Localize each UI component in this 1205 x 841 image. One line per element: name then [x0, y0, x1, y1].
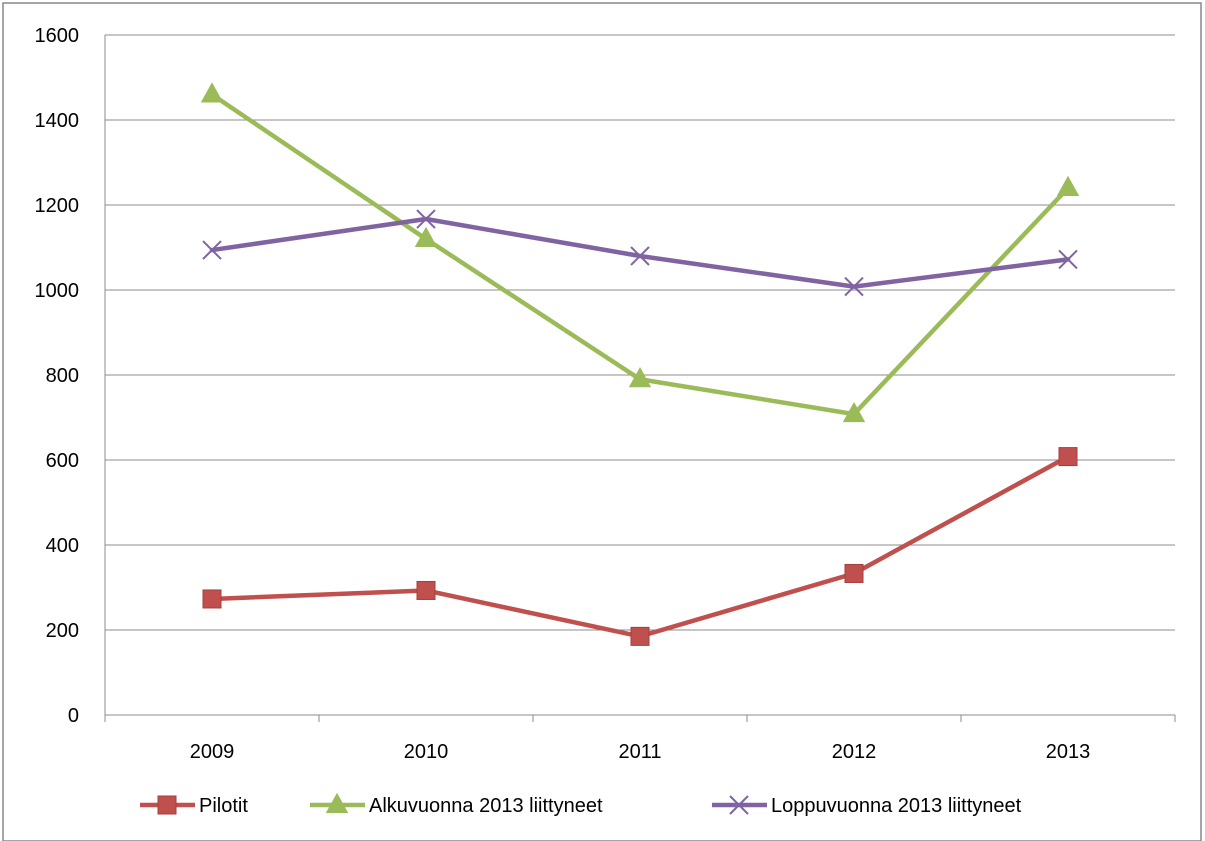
- legend-marker-2: [325, 792, 349, 814]
- data-point-series-2: [1056, 175, 1080, 197]
- data-point-series-1: [1058, 447, 1078, 467]
- data-point-series-3: [844, 276, 864, 297]
- legend-marker-1: [157, 795, 177, 815]
- y-tick-label: 600: [46, 450, 79, 472]
- data-point-series-3: [202, 240, 222, 260]
- y-tick-label: 1200: [35, 195, 80, 217]
- y-tick-label: 400: [46, 535, 79, 557]
- data-point-series-1: [844, 563, 864, 583]
- data-point-series-2: [842, 401, 866, 423]
- y-tick-label: 0: [68, 705, 79, 727]
- y-tick-label: 1400: [35, 110, 80, 132]
- x-tick-label: 2012: [832, 741, 877, 763]
- y-tick-label: 800: [46, 365, 79, 387]
- legend-label-1: Pilotit: [199, 795, 248, 817]
- x-tick-label: 2013: [1046, 741, 1091, 763]
- data-point-series-2: [200, 82, 224, 103]
- x-tick-label: 2010: [404, 741, 449, 763]
- legend-label-2: Alkuvuonna 2013 liittyneet: [369, 795, 603, 817]
- y-tick-label: 200: [46, 620, 79, 642]
- x-tick-label: 2009: [190, 741, 235, 763]
- y-tick-label: 1000: [35, 280, 80, 302]
- data-point-series-1: [416, 580, 436, 600]
- y-tick-label: 1600: [35, 25, 80, 47]
- data-point-series-2: [628, 367, 652, 388]
- data-point-series-3: [416, 209, 436, 229]
- legend-marker-3: [729, 795, 749, 815]
- data-point-series-1: [202, 589, 222, 609]
- data-point-series-2: [414, 226, 438, 248]
- data-point-series-1: [630, 626, 650, 646]
- x-tick-label: 2011: [618, 741, 661, 763]
- legend-label-3: Loppuvuonna 2013 liittyneet: [771, 795, 1022, 817]
- data-point-series-3: [630, 246, 650, 266]
- data-point-series-3: [1058, 249, 1078, 270]
